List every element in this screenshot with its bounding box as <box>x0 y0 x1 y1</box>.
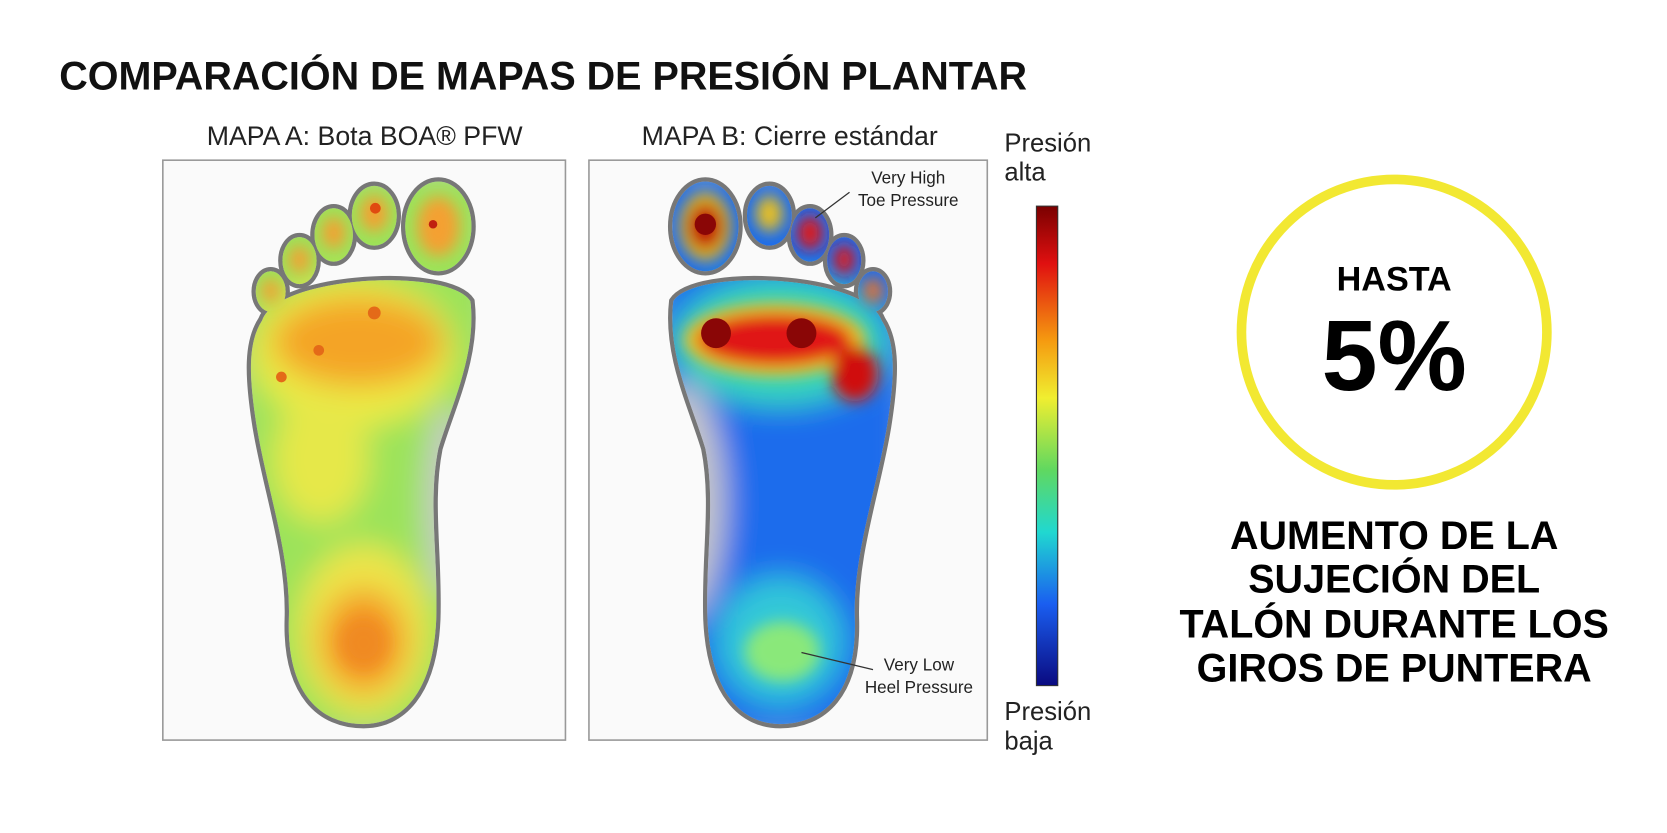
annotation-text: Very High <box>871 169 945 188</box>
description-line: GIROS DE PUNTERA <box>1197 646 1592 690</box>
highlight-value: 5% <box>1322 300 1467 412</box>
description-line: TALÓN DURANTE LOS <box>1179 603 1608 647</box>
scale-label: alta <box>1004 158 1046 186</box>
map-label: MAPA B: Cierre estándar <box>642 121 938 151</box>
title: COMPARACIÓN DE MAPAS DE PRESIÓN PLANTAR <box>59 55 1027 99</box>
map-label: MAPA A: Bota BOA® PFW <box>207 121 524 151</box>
scale-label: Presión <box>1004 130 1091 158</box>
scale-label: baja <box>1004 728 1053 756</box>
description-line: SUJECIÓN DEL <box>1248 558 1540 602</box>
annotation: Very High Toe Pressure <box>814 169 959 219</box>
scale-label: Presión <box>1004 698 1091 726</box>
annotation-text: Toe Pressure <box>858 191 959 210</box>
annotation-text: Heel Pressure <box>865 678 973 697</box>
color-scale <box>1035 205 1059 687</box>
annotation-text: Very Low <box>884 656 955 675</box>
annotation: Very Low Heel Pressure <box>801 651 973 697</box>
description-line: AUMENTO DE LA <box>1230 514 1558 558</box>
highlight-prefix: HASTA <box>1337 260 1452 298</box>
highlight-ring <box>1236 174 1552 490</box>
